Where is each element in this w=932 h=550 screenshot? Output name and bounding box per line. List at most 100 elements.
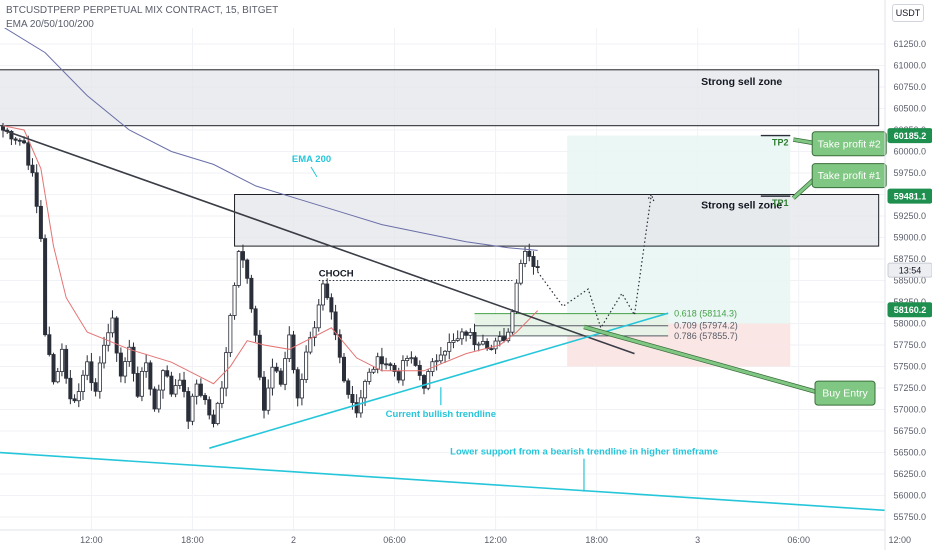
- price-axis-tick: 60000.0: [893, 147, 926, 157]
- candle: [405, 358, 410, 361]
- candle: [148, 362, 153, 390]
- candle: [228, 315, 233, 354]
- candle: [22, 140, 27, 144]
- candle: [26, 142, 31, 166]
- candle: [342, 356, 347, 382]
- candle: [106, 332, 111, 346]
- candle: [198, 383, 203, 396]
- candle: [287, 334, 292, 360]
- candle: [501, 336, 506, 342]
- candle: [97, 362, 102, 392]
- time-axis-tick: 06:00: [787, 535, 810, 545]
- candle: [55, 371, 60, 383]
- candle: [38, 205, 43, 239]
- lower-support-trendline: [0, 451, 885, 512]
- candle: [194, 383, 199, 397]
- price-axis-tick: 61250.0: [893, 39, 926, 49]
- candle: [371, 368, 376, 373]
- candle: [34, 172, 39, 207]
- candle: [443, 350, 448, 356]
- sell-zone-label: Strong sell zone: [701, 200, 782, 212]
- candle: [459, 331, 464, 340]
- candle: [320, 283, 325, 306]
- time-axis-tick: 12:00: [484, 535, 507, 545]
- candle: [236, 251, 241, 286]
- candle: [384, 363, 389, 366]
- candle: [47, 334, 52, 355]
- fib-level-label: 0.618 (58114.3): [674, 309, 737, 319]
- candle: [203, 395, 208, 401]
- time-axis-tick: 3: [695, 535, 700, 545]
- candle: [316, 304, 321, 329]
- candle: [299, 379, 304, 399]
- ema-200-line: [4, 28, 538, 251]
- price-axis-tick: 56750.0: [893, 426, 926, 436]
- candle: [169, 375, 174, 395]
- chart-title: BTCUSDTPERP PERPETUAL MIX CONTRACT, 15, …: [6, 5, 279, 16]
- price-tag: [887, 188, 932, 204]
- candle: [531, 256, 536, 267]
- bullish-trendline: [209, 312, 669, 449]
- candle: [325, 283, 330, 299]
- candle: [354, 402, 359, 414]
- buy-entry-callout-box: [814, 380, 876, 406]
- ema-200-label: EMA 200: [292, 154, 331, 165]
- currency-button[interactable]: USDT: [892, 4, 924, 22]
- candle: [447, 342, 452, 352]
- candle: [312, 327, 317, 338]
- candle: [346, 380, 351, 395]
- price-tag-label: 60185.2: [894, 131, 927, 141]
- candle: [110, 317, 115, 334]
- candle: [426, 371, 431, 389]
- candle: [333, 311, 338, 336]
- price-axis-tick: 56000.0: [893, 491, 926, 501]
- fib-area: [474, 313, 669, 336]
- take-profit-label: TP1: [772, 198, 789, 208]
- candle: [438, 354, 443, 362]
- sell-zone-label: Strong sell zone: [701, 76, 782, 88]
- candle: [30, 164, 35, 174]
- candle: [480, 341, 485, 345]
- candle: [17, 139, 22, 142]
- take-profit-2-callout-box: [811, 131, 887, 157]
- candle: [350, 394, 355, 404]
- candle: [64, 348, 69, 379]
- price-axis-tick: 57750.0: [893, 340, 926, 350]
- bearish-trendline: [2, 129, 635, 355]
- candle: [489, 348, 494, 351]
- candle: [434, 360, 439, 363]
- price-axis-tick: 56500.0: [893, 448, 926, 458]
- candle: [139, 371, 144, 397]
- lower-support-label: Lower support from a bearish trendline i…: [450, 447, 718, 458]
- plot-area: [0, 28, 885, 530]
- indicator-label[interactable]: EMA 20/50/100/200: [6, 19, 94, 30]
- candle: [127, 346, 132, 362]
- candle: [257, 334, 262, 378]
- candle: [409, 357, 414, 360]
- candle: [68, 377, 73, 400]
- price-axis-tick: 57250.0: [893, 383, 926, 393]
- sell-zone-1: [0, 69, 880, 127]
- candle: [506, 331, 511, 342]
- candle: [9, 131, 14, 140]
- candle: [283, 358, 288, 385]
- candle: [253, 308, 258, 336]
- price-tag-label: 59481.1: [894, 192, 927, 202]
- price-tag: [887, 128, 932, 144]
- time-axis-tick: 12:00: [80, 535, 103, 545]
- price-axis-tick: 57500.0: [893, 362, 926, 372]
- candle: [518, 263, 523, 284]
- candle: [468, 332, 473, 336]
- candle: [262, 376, 267, 411]
- candle: [102, 344, 107, 364]
- price-tag: [887, 302, 932, 318]
- candle: [363, 381, 368, 399]
- fib-level-label: 0.709 (57974.2): [674, 321, 738, 331]
- candle: [451, 340, 456, 343]
- time-axis-tick: 2: [291, 535, 296, 545]
- candle: [464, 331, 469, 336]
- ema-200-connector: [310, 166, 318, 178]
- buy-entry-callout-text: Buy Entry: [822, 388, 868, 400]
- candle: [72, 398, 77, 402]
